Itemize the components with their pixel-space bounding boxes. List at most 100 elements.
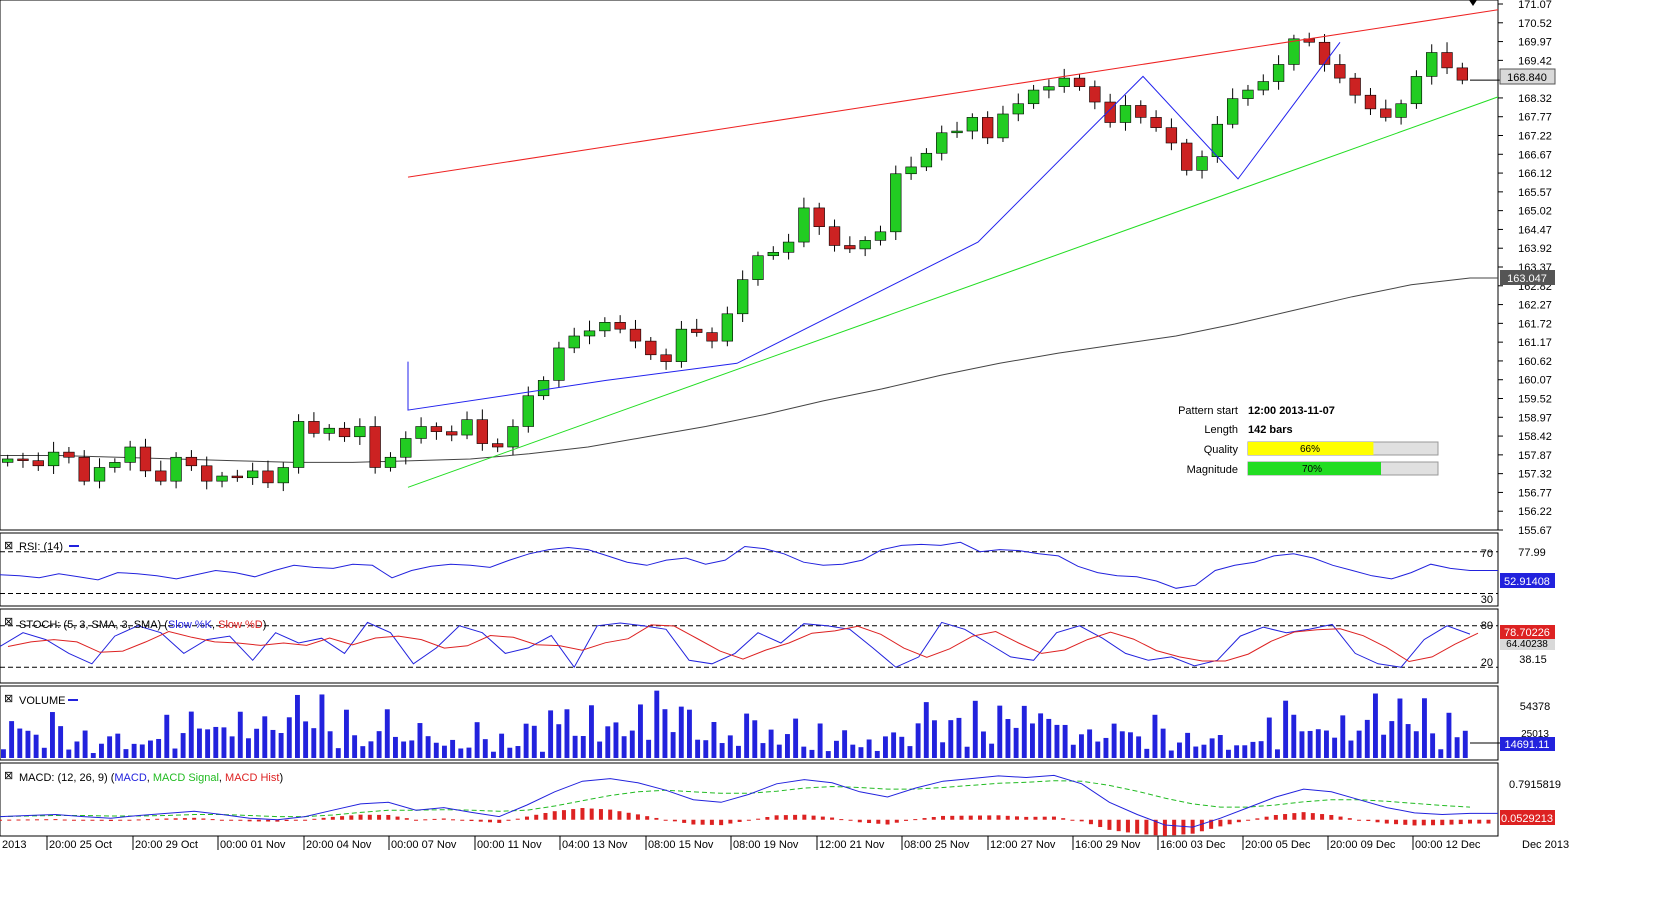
volume-bar: [25, 730, 31, 758]
candle-bullish: [415, 426, 427, 439]
sma-label: 163.047: [1507, 273, 1547, 285]
stoch-title: STOCH: (5, 3, SMA, 3, SMA) (Slow %K, Slo…: [19, 619, 266, 631]
candle-bearish: [476, 419, 489, 444]
volume-bar: [752, 720, 758, 758]
macd-hist-bar: [1412, 819, 1417, 826]
macd-hist-bar: [1135, 819, 1140, 834]
volume-bar: [148, 740, 153, 758]
volume-bar: [785, 734, 790, 758]
volume-bar: [368, 741, 374, 758]
candle-bullish: [675, 328, 688, 362]
volume-bar: [229, 736, 235, 758]
macd-hist-bar: [321, 817, 326, 820]
macd-hist-bar: [478, 819, 483, 822]
volume-bar: [66, 749, 72, 758]
volume-bar: [1356, 730, 1362, 758]
pattern-start-value: 12:00 2013-11-07: [1248, 405, 1335, 417]
macd-hist-bar: [1199, 819, 1204, 832]
magnitude-value: 70%: [1302, 464, 1322, 475]
volume-bar: [1128, 732, 1133, 758]
candle-bearish: [660, 354, 672, 362]
macd-hist-bar: [53, 819, 58, 821]
volume-bar: [866, 739, 872, 758]
macd-hist-bar: [682, 819, 687, 823]
volume-bar: [1438, 749, 1444, 758]
pattern-length-value: 142 bars: [1248, 424, 1293, 436]
x-axis: 2013 20:00 25 Oct 20:00 29 Oct 00:00 01 Nov…: [2, 836, 1569, 851]
macd-close-icon[interactable]: ⊠: [4, 770, 13, 782]
volume-bar: [286, 717, 292, 758]
volume-bar: [303, 721, 309, 758]
macd-hist-bar: [404, 818, 409, 820]
macd-paren-open: (: [108, 772, 115, 784]
candle-bearish: [231, 475, 244, 479]
candle-bullish: [890, 173, 902, 233]
candle-bullish: [292, 421, 305, 468]
volume-bar: [74, 741, 80, 758]
candle-bullish: [323, 427, 335, 434]
volume-bar: [670, 732, 676, 758]
macd-value: 0.0529213: [1501, 813, 1553, 825]
candle-bullish: [721, 313, 734, 342]
candle-bullish: [1043, 86, 1055, 91]
macd-hist-bar: [99, 819, 104, 821]
macd-hist-bar: [71, 819, 76, 821]
candle-bullish: [1426, 52, 1438, 77]
x-tick-label: 08:00 25 Nov: [904, 839, 970, 851]
macd-hist-bar: [950, 815, 955, 820]
y-tick-label: 169.97: [1518, 37, 1552, 49]
x-tick-label: 20:00 04 Nov: [306, 839, 372, 851]
volume-close-icon[interactable]: ⊠: [4, 693, 13, 705]
macd-hist-bar: [1153, 819, 1158, 836]
volume-bar: [450, 739, 456, 758]
candle-bearish: [139, 446, 152, 472]
volume-bar: [188, 711, 194, 758]
candle-bullish: [1027, 89, 1040, 105]
candle-bearish: [1150, 117, 1162, 128]
macd-hist-bar: [885, 819, 890, 825]
pattern-info-box: Pattern start 12:00 2013-11-07 Length 14…: [1178, 405, 1439, 476]
volume-bar: [981, 731, 986, 758]
candle-bullish: [537, 380, 550, 397]
macd-name: MACD: [114, 772, 146, 784]
candle-bearish: [1089, 86, 1101, 103]
candle-bullish: [583, 330, 596, 337]
rsi-layer: [0, 541, 1498, 595]
price-label-box: [1499, 68, 1556, 85]
macd-hist-bar: [303, 819, 308, 821]
macd-hist-bar: [793, 814, 798, 820]
volume-bar: [9, 721, 15, 758]
volume-bar: [164, 714, 170, 758]
volume-bar: [491, 751, 496, 758]
volume-bar: [1389, 721, 1395, 758]
x-tick-label: 00:00 01 Nov: [220, 839, 286, 851]
volume-title: VOLUME: [19, 695, 65, 707]
volume-bar: [180, 733, 186, 758]
volume-bar: [736, 745, 741, 758]
macd-hist-bar: [645, 816, 650, 820]
macd-hist-bar: [488, 819, 492, 823]
stoch-scale-label: 38.15: [1519, 654, 1547, 666]
macd-hist-bar: [219, 819, 224, 821]
volume-bar: [507, 747, 513, 758]
scroll-marker-icon[interactable]: [1469, 0, 1477, 6]
stoch-close-icon[interactable]: ⊠: [4, 616, 13, 628]
macd-hist-bar: [367, 814, 372, 820]
macd-hist-bar: [1347, 818, 1352, 820]
macd-sep-2: ,: [219, 772, 225, 784]
macd-hist-bar: [1431, 819, 1436, 826]
volume-bar: [474, 722, 480, 758]
volume-bar: [1381, 734, 1387, 758]
stoch-level-80: 80: [1481, 620, 1493, 632]
volume-bar: [1046, 718, 1052, 758]
volume-bar: [384, 709, 390, 758]
volume-bar: [646, 739, 652, 758]
candle-bullish: [522, 395, 534, 427]
x-tick-label: 20:00 29 Oct: [135, 839, 198, 851]
rsi-close-icon[interactable]: ⊠: [4, 540, 13, 552]
x-tick-label: 20:00 25 Oct: [49, 839, 112, 851]
volume-value: 14691.11: [1504, 739, 1549, 751]
candle-bullish: [400, 438, 412, 458]
volume-bar: [360, 746, 366, 758]
